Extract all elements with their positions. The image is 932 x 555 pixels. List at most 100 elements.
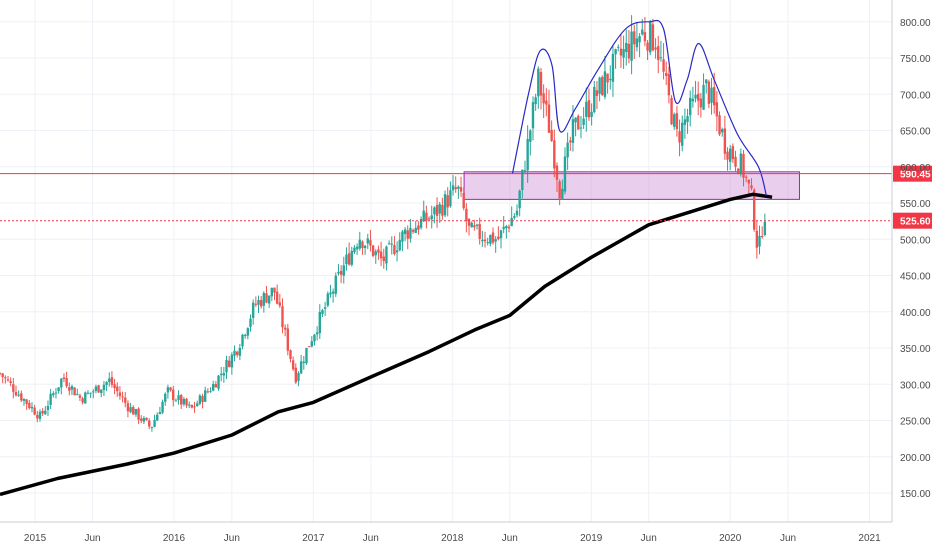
candle-body <box>219 373 223 376</box>
candle-body <box>651 24 655 51</box>
candle-body <box>310 341 314 347</box>
candle-body <box>315 332 319 335</box>
candle-body <box>100 389 103 394</box>
candle-body <box>481 239 484 242</box>
candle-body <box>379 251 383 259</box>
candle-body <box>68 387 71 391</box>
candle-body <box>180 394 183 405</box>
candle-body <box>627 43 631 59</box>
candle-body <box>755 230 759 248</box>
candle-body <box>371 245 375 256</box>
candle-body <box>246 328 250 336</box>
candle-body <box>760 235 764 237</box>
candle-body <box>86 392 90 394</box>
candle-body <box>475 224 479 226</box>
candle-body <box>744 176 748 178</box>
candle-body <box>283 327 287 330</box>
candle-body <box>638 36 641 43</box>
candle-body <box>633 31 636 45</box>
candle-body <box>350 250 353 265</box>
candle-body <box>281 306 284 328</box>
candle-body <box>198 395 202 404</box>
candle-body <box>73 387 76 396</box>
candle-body <box>196 403 199 407</box>
candle-body <box>84 392 87 404</box>
candle-body <box>617 46 620 48</box>
candle-body <box>76 394 79 396</box>
candle-body <box>363 245 367 249</box>
candle-body <box>401 231 404 242</box>
candle-body <box>222 373 226 376</box>
candle-body <box>172 389 175 401</box>
candle-body <box>523 170 527 172</box>
candle-body <box>193 406 196 408</box>
price-level-label: 590.45 <box>900 170 931 181</box>
candle-body <box>598 77 601 94</box>
candle-body <box>750 185 753 189</box>
y-tick-label: 150.00 <box>900 489 931 500</box>
candle-body <box>345 254 348 265</box>
candle-body <box>491 232 495 243</box>
candle-body <box>659 57 663 59</box>
candle-body <box>102 384 106 390</box>
x-tick-label: Jun <box>641 533 657 544</box>
candle-body <box>134 409 138 415</box>
candle-body <box>227 360 231 367</box>
candle-body <box>569 140 572 143</box>
candle-body <box>206 391 210 393</box>
candle-body <box>758 235 761 247</box>
y-tick-label: 750.00 <box>900 54 931 65</box>
candle-body <box>230 354 234 368</box>
candle-body <box>297 372 300 381</box>
candle-body <box>489 234 492 244</box>
candle-body <box>334 275 337 294</box>
candle-body <box>635 38 639 48</box>
candle-body <box>694 94 697 99</box>
candle-body <box>689 97 692 116</box>
candle-body <box>321 309 324 314</box>
candle-body <box>473 225 476 228</box>
candle-body <box>267 295 271 304</box>
y-tick-label: 650.00 <box>900 127 931 138</box>
candle-body <box>531 102 535 129</box>
candle-body <box>625 42 628 53</box>
candle-body <box>681 122 684 146</box>
candle-body <box>683 119 687 125</box>
candle-body <box>595 90 599 96</box>
candle-body <box>590 111 593 117</box>
candle-body <box>294 367 298 383</box>
candle-body <box>339 270 343 275</box>
candle-body <box>164 393 167 402</box>
candle-body <box>166 387 170 393</box>
candle-body <box>470 222 473 228</box>
candle-body <box>238 347 242 356</box>
candle-body <box>603 71 607 97</box>
y-tick-label: 400.00 <box>900 308 931 319</box>
candle-body <box>534 97 537 105</box>
candle-body <box>185 398 188 406</box>
candle-body <box>427 218 431 220</box>
candle-body <box>30 406 34 409</box>
candle-body <box>217 375 220 389</box>
candle-body <box>574 117 577 123</box>
candle-body <box>377 249 380 253</box>
candle-body <box>161 401 164 413</box>
candle-body <box>459 187 463 192</box>
candle-body <box>686 116 689 123</box>
candle-body <box>670 98 673 125</box>
pattern-outline <box>511 19 767 196</box>
candle-body <box>150 426 154 428</box>
candle-body <box>46 405 50 410</box>
candle-body <box>539 72 543 96</box>
y-tick-label: 500.00 <box>900 235 931 246</box>
candle-body <box>249 318 252 327</box>
y-tick-label: 700.00 <box>900 90 931 101</box>
candle-body <box>521 169 524 191</box>
candle-body <box>662 59 665 72</box>
candle-body <box>81 398 84 403</box>
candle-body <box>52 393 55 396</box>
candle-body <box>211 384 215 391</box>
candle-body <box>28 402 31 409</box>
candle-body <box>726 151 729 160</box>
candle-body <box>710 87 713 103</box>
